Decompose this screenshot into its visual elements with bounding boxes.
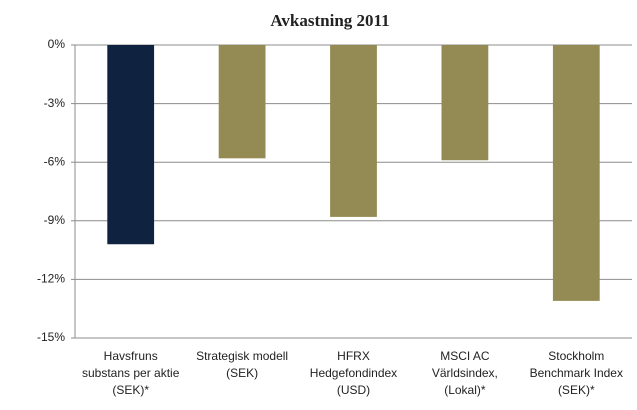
x-tick-label: Stockholm Benchmark Index (SEK)* xyxy=(529,349,623,397)
chart-title: Avkastning 2011 xyxy=(270,11,389,30)
bar xyxy=(218,45,266,159)
y-tick-label: -9% xyxy=(44,213,66,227)
x-tick-label: Strategisk modell (SEK) xyxy=(196,349,289,380)
x-tick-label: MSCI AC Världsindex, (Lokal)* xyxy=(431,349,498,397)
y-tick-label: 0% xyxy=(48,37,66,51)
y-tick-label: -12% xyxy=(37,272,65,286)
y-tick-label: -3% xyxy=(44,96,66,110)
bar xyxy=(107,45,155,245)
x-tick-label: Havsfruns substans per aktie (SEK)* xyxy=(82,349,180,397)
bar xyxy=(552,45,600,301)
y-tick-label: -6% xyxy=(44,154,66,168)
bar xyxy=(441,45,489,161)
x-tick-label: HFRX Hedgefondindex (USD) xyxy=(309,349,398,397)
y-tick-label: -15% xyxy=(37,330,65,344)
bar xyxy=(330,45,377,217)
